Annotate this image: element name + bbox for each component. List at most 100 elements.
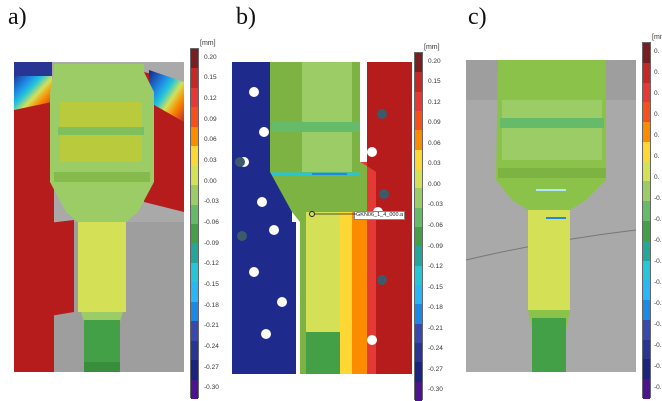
colorbar-tick-label: -0.27 xyxy=(428,365,443,373)
colorbar-tick-label: -0. xyxy=(654,384,662,392)
colorbar-b-unit: [mm] xyxy=(424,44,440,51)
colorbar-tick-label: -0. xyxy=(654,237,662,244)
colorbar-swatch xyxy=(415,149,422,170)
colorbar-tick-label: -0.03 xyxy=(428,201,443,209)
colorbar-tick-label: -0.06 xyxy=(428,222,443,229)
colorbar-swatch xyxy=(191,185,198,206)
colorbar-tick-label: 0. xyxy=(654,173,660,181)
colorbar-swatch xyxy=(191,126,198,147)
panel-a-image xyxy=(14,62,184,372)
colorbar-swatch xyxy=(643,359,650,380)
panel-label-c: c) xyxy=(468,4,487,30)
colorbar-swatch xyxy=(415,362,422,383)
colorbar-tick-label: -0.21 xyxy=(428,324,443,332)
colorbar-tick-label: -0. xyxy=(654,194,662,202)
colorbar-swatch xyxy=(191,321,198,342)
colorbar-swatch xyxy=(415,207,422,228)
colorbar-tick-label: 0.12 xyxy=(428,98,441,106)
colorbar-tick-label: -0. xyxy=(654,300,662,308)
colorbar-swatch xyxy=(191,243,198,264)
annotation-label: GKN06_1_4_000.a xyxy=(354,211,406,220)
panel-c-image xyxy=(466,60,636,372)
colorbar-tick-label: -0.21 xyxy=(204,322,219,330)
colorbar-swatch xyxy=(415,130,422,151)
colorbar-swatch xyxy=(191,49,198,69)
colorbar-swatch xyxy=(643,62,650,84)
colorbar-swatch xyxy=(191,282,198,303)
colorbar-swatch xyxy=(191,262,198,283)
colorbar-tick-label: -0.12 xyxy=(428,263,443,271)
colorbar-tick-label: 0. xyxy=(654,131,660,139)
colorbar-tick-label: -0.06 xyxy=(204,219,219,226)
colorbar-tick-label: 0.12 xyxy=(204,95,217,103)
colorbar-swatch xyxy=(415,246,422,267)
colorbar-tick-label: -0.15 xyxy=(204,280,219,288)
colorbar-swatch xyxy=(191,68,198,89)
colorbar-swatch xyxy=(415,265,422,286)
panel-label-a: a) xyxy=(8,4,27,30)
colorbar-tick-label: 0. xyxy=(654,152,660,160)
colorbar-tick-label: 0. xyxy=(654,110,660,118)
colorbar-swatch xyxy=(643,280,650,301)
colorbar-swatch xyxy=(643,102,650,123)
colorbar-swatch xyxy=(415,169,422,189)
colorbar-swatch xyxy=(643,181,650,202)
colorbar-tick-label: 0. xyxy=(654,89,660,97)
colorbar-tick-label: 0.09 xyxy=(428,119,441,127)
colorbar-swatch xyxy=(191,107,198,128)
colorbar-swatch xyxy=(191,146,198,167)
colorbar-tick-label: -0.30 xyxy=(204,384,219,392)
colorbar-tick-label: -0.18 xyxy=(428,304,443,312)
colorbar-tick-label: -0. xyxy=(654,342,662,350)
colorbar-a-unit: [mm] xyxy=(200,40,216,47)
colorbar-swatch xyxy=(643,339,650,360)
colorbar-swatch xyxy=(415,304,422,325)
colorbar-tick-label: -0. xyxy=(654,279,662,287)
colorbar-swatch xyxy=(415,111,422,131)
colorbar-tick-label: -0.30 xyxy=(428,386,443,394)
colorbar-swatch xyxy=(643,300,650,321)
colorbar-swatch xyxy=(415,227,422,247)
colorbar-swatch xyxy=(191,204,198,225)
colorbar-tick-label: 0.00 xyxy=(204,177,217,185)
colorbar-tick-label: -0. xyxy=(654,216,662,223)
colorbar-tick-label: -0.12 xyxy=(204,260,219,268)
colorbar-swatch xyxy=(643,43,650,64)
colorbar-swatch xyxy=(191,360,198,381)
colorbar-tick-label: 0.20 xyxy=(204,53,217,61)
colorbar-tick-label: 0. xyxy=(654,68,660,76)
colorbar-swatch xyxy=(415,343,422,363)
colorbar-swatch xyxy=(191,340,198,361)
colorbar-tick-label: -0.09 xyxy=(204,239,219,247)
panel-label-b: b) xyxy=(236,4,256,30)
colorbar-swatch xyxy=(643,260,650,281)
colorbar-tick-label: 0.20 xyxy=(428,57,441,65)
colorbar-tick-label: -0.03 xyxy=(204,198,219,206)
colorbar-tick-label: -0.09 xyxy=(428,242,443,250)
colorbar-tick-label: 0.03 xyxy=(428,160,441,168)
colorbar-tick-label: -0.24 xyxy=(204,342,219,350)
colorbar-tick-label: -0.15 xyxy=(428,283,443,291)
colorbar-swatch xyxy=(643,319,650,341)
colorbar-tick-label: -0. xyxy=(654,363,662,371)
colorbar-swatch xyxy=(415,53,422,73)
colorbar-swatch xyxy=(191,379,198,400)
colorbar-swatch xyxy=(643,240,650,262)
colorbar-tick-label: -0. xyxy=(654,258,662,266)
colorbar-swatch xyxy=(643,379,650,400)
colorbar-c-unit: [mm] xyxy=(652,34,662,41)
colorbar-tick-label: -0.27 xyxy=(204,363,219,371)
colorbar-swatch xyxy=(643,221,650,242)
colorbar-swatch xyxy=(415,72,422,93)
colorbar-swatch xyxy=(191,165,198,186)
panel-b-image xyxy=(232,62,412,374)
colorbar-tick-label: 0.15 xyxy=(204,74,217,82)
colorbar-tick-label: 0.00 xyxy=(428,180,441,188)
colorbar-swatch xyxy=(415,91,422,112)
colorbar-swatch xyxy=(643,82,650,103)
colorbar-tick-label: -0.24 xyxy=(428,345,443,353)
colorbar-tick-label: 0. xyxy=(654,47,660,55)
colorbar-tick-label: 0.06 xyxy=(204,136,217,144)
colorbar-swatch xyxy=(643,122,650,143)
colorbar-swatch xyxy=(643,161,650,182)
